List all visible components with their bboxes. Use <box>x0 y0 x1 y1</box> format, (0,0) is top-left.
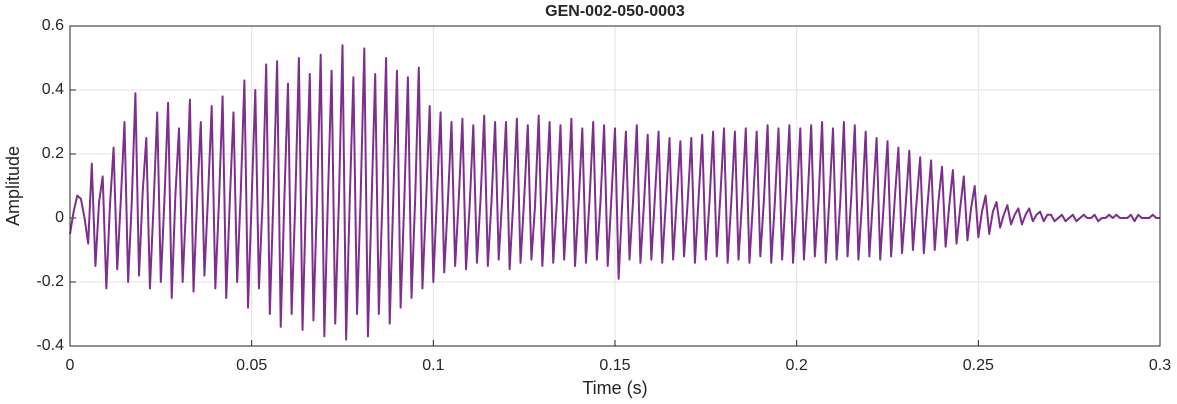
x-tick-label: 0.05 <box>236 357 267 374</box>
x-tick-label: 0.3 <box>1149 357 1171 374</box>
x-tick-label: 0.1 <box>422 357 444 374</box>
x-tick-label: 0.15 <box>599 357 630 374</box>
y-tick-label: -0.4 <box>36 337 64 354</box>
chart-title: GEN-002-050-0003 <box>545 3 685 20</box>
y-tick-label: 0.6 <box>42 17 64 34</box>
waveform-line <box>69 44 1160 341</box>
x-tick-label: 0.25 <box>963 357 994 374</box>
y-tick-label: -0.2 <box>36 273 64 290</box>
x-axis-label: Time (s) <box>582 378 647 398</box>
x-tick-label: 0.2 <box>786 357 808 374</box>
plot-frame <box>69 25 1161 347</box>
x-tick-label: 0 <box>66 357 75 374</box>
y-tick-label: 0.4 <box>42 81 64 98</box>
y-tick-label: 0.2 <box>42 145 64 162</box>
y-axis-label: Amplitude <box>3 146 23 226</box>
y-tick-label: 0 <box>55 209 64 226</box>
